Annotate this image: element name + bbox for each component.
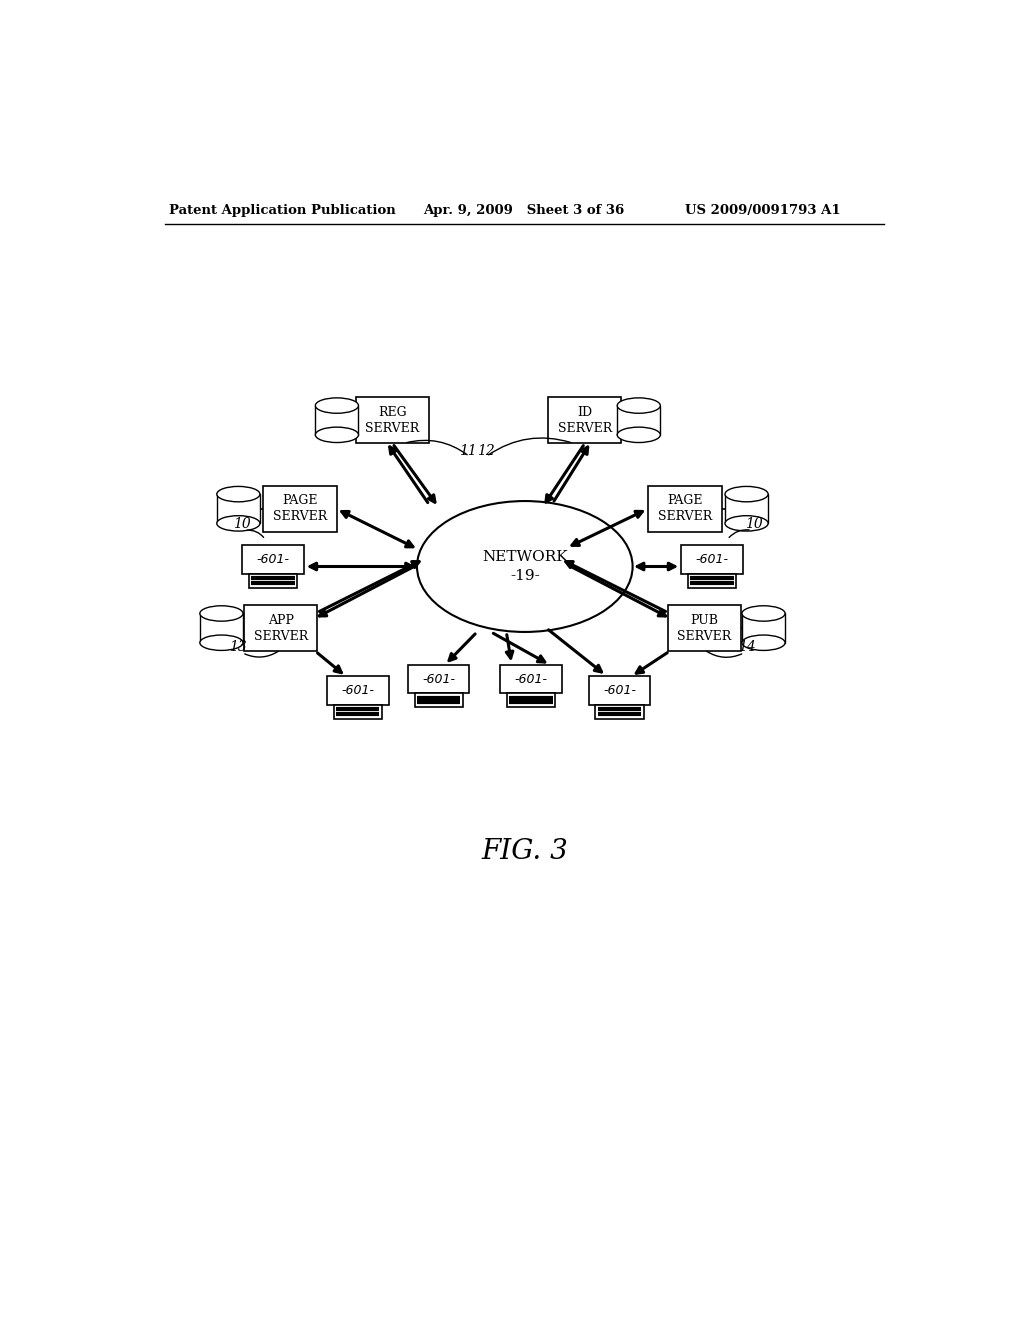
Text: 13: 13 bbox=[229, 640, 247, 655]
Ellipse shape bbox=[315, 397, 358, 413]
Text: PUB
SERVER: PUB SERVER bbox=[677, 614, 731, 643]
Text: PAGE
SERVER: PAGE SERVER bbox=[272, 494, 327, 523]
Text: 12: 12 bbox=[477, 444, 496, 458]
Ellipse shape bbox=[315, 428, 358, 442]
Bar bbox=[548, 397, 622, 444]
Ellipse shape bbox=[217, 516, 260, 531]
Text: FIG. 3: FIG. 3 bbox=[481, 838, 568, 865]
Bar bbox=[589, 676, 650, 705]
Text: Patent Application Publication: Patent Application Publication bbox=[169, 205, 396, 218]
Bar bbox=[315, 405, 358, 434]
Bar bbox=[355, 397, 429, 444]
Bar bbox=[200, 614, 243, 643]
Text: -601-: -601- bbox=[695, 553, 728, 566]
Bar bbox=[263, 486, 337, 532]
Bar bbox=[249, 574, 297, 587]
Text: 11: 11 bbox=[459, 444, 477, 458]
Bar bbox=[415, 693, 463, 708]
Text: US 2009/0091793 A1: US 2009/0091793 A1 bbox=[685, 205, 841, 218]
Bar bbox=[617, 405, 660, 434]
Ellipse shape bbox=[742, 606, 785, 622]
Text: -601-: -601- bbox=[603, 684, 636, 697]
Text: -601-: -601- bbox=[422, 673, 455, 685]
Bar bbox=[668, 605, 740, 651]
Bar bbox=[244, 605, 317, 651]
Text: APP
SERVER: APP SERVER bbox=[254, 614, 308, 643]
Text: Apr. 9, 2009   Sheet 3 of 36: Apr. 9, 2009 Sheet 3 of 36 bbox=[423, 205, 625, 218]
Bar bbox=[681, 545, 742, 574]
Ellipse shape bbox=[617, 397, 660, 413]
Text: 10: 10 bbox=[745, 517, 763, 531]
Ellipse shape bbox=[200, 606, 243, 622]
Bar bbox=[408, 665, 469, 693]
Text: -601-: -601- bbox=[341, 684, 374, 697]
Ellipse shape bbox=[742, 635, 785, 651]
Bar bbox=[327, 676, 388, 705]
Text: -601-: -601- bbox=[514, 673, 548, 685]
Bar bbox=[334, 705, 382, 718]
Bar bbox=[243, 545, 304, 574]
Text: REG
SERVER: REG SERVER bbox=[366, 405, 420, 434]
Ellipse shape bbox=[725, 516, 768, 531]
Text: PAGE
SERVER: PAGE SERVER bbox=[657, 494, 712, 523]
Text: 14: 14 bbox=[737, 640, 756, 655]
Text: 10: 10 bbox=[233, 517, 251, 531]
Bar bbox=[500, 665, 562, 693]
Bar bbox=[217, 494, 260, 524]
Bar bbox=[742, 614, 785, 643]
Bar bbox=[688, 574, 736, 587]
Text: -601-: -601- bbox=[256, 553, 290, 566]
Bar bbox=[725, 494, 768, 524]
Text: NETWORK
-19-: NETWORK -19- bbox=[482, 550, 567, 582]
Bar bbox=[507, 693, 555, 708]
Ellipse shape bbox=[617, 428, 660, 442]
Ellipse shape bbox=[725, 487, 768, 502]
Ellipse shape bbox=[417, 502, 633, 632]
Ellipse shape bbox=[200, 635, 243, 651]
Ellipse shape bbox=[217, 487, 260, 502]
Bar bbox=[596, 705, 643, 718]
Bar bbox=[648, 486, 722, 532]
Text: ID
SERVER: ID SERVER bbox=[558, 405, 612, 434]
